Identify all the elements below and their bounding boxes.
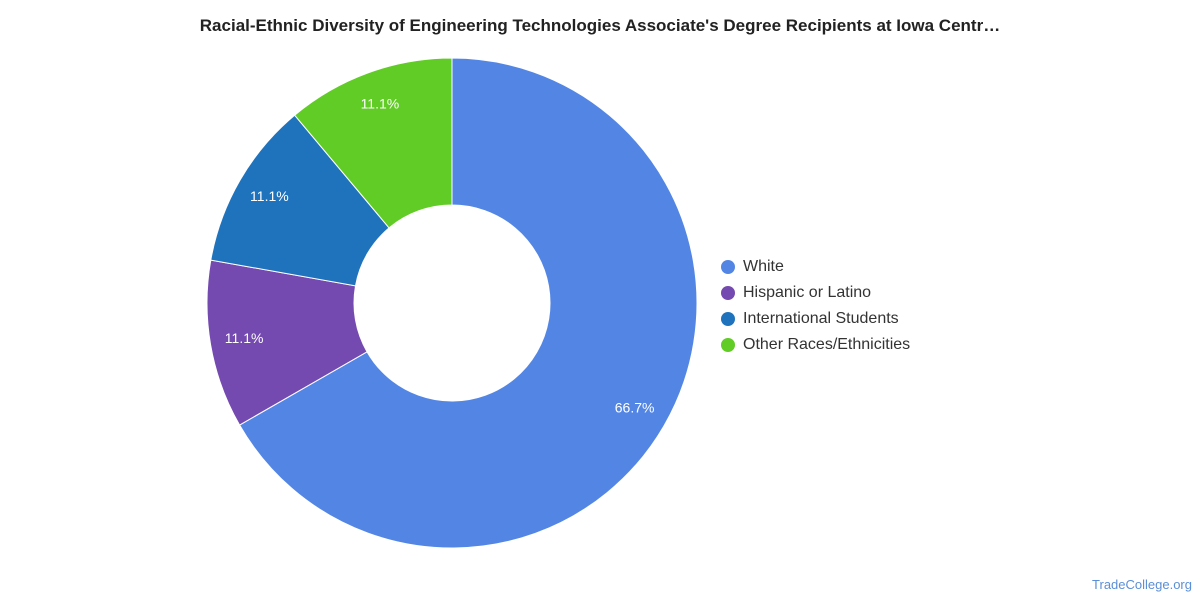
legend-label-white: White xyxy=(743,258,784,275)
legend: White Hispanic or Latino International S… xyxy=(721,254,910,358)
slice-international-students[interactable] xyxy=(210,114,390,287)
legend-swatch-international-students xyxy=(721,312,735,326)
labels-group: 66.7% 11.1% 11.1% 11.1% xyxy=(225,95,655,415)
slice-label-other-races-ethnicities: 11.1% xyxy=(361,95,400,111)
slice-hispanic-or-latino[interactable] xyxy=(206,259,368,426)
legend-item-international-students[interactable]: International Students xyxy=(721,306,910,332)
slices-group xyxy=(206,57,698,549)
legend-item-white[interactable]: White xyxy=(721,254,910,280)
legend-item-hispanic-or-latino[interactable]: Hispanic or Latino xyxy=(721,280,910,306)
legend-item-other-races-ethnicities[interactable]: Other Races/Ethnicities xyxy=(721,332,910,358)
legend-label-international-students: International Students xyxy=(743,310,899,327)
legend-label-hispanic-or-latino: Hispanic or Latino xyxy=(743,284,872,301)
slice-label-international-students: 11.1% xyxy=(250,188,289,204)
legend-swatch-white xyxy=(721,260,735,274)
legend-label-other-races-ethnicities: Other Races/Ethnicities xyxy=(743,336,911,353)
legend-swatch-hispanic-or-latino xyxy=(721,286,735,300)
slice-label-white: 66.7% xyxy=(615,399,655,415)
slice-other-races-ethnicities[interactable] xyxy=(293,57,453,229)
legend-swatch-other-races-ethnicities xyxy=(721,338,735,352)
source-credit[interactable]: TradeCollege.org xyxy=(1092,577,1192,592)
chart-title: Racial-Ethnic Diversity of Engineering T… xyxy=(199,16,1001,35)
slice-label-hispanic-or-latino: 11.1% xyxy=(225,330,264,346)
slice-white[interactable] xyxy=(238,57,698,549)
